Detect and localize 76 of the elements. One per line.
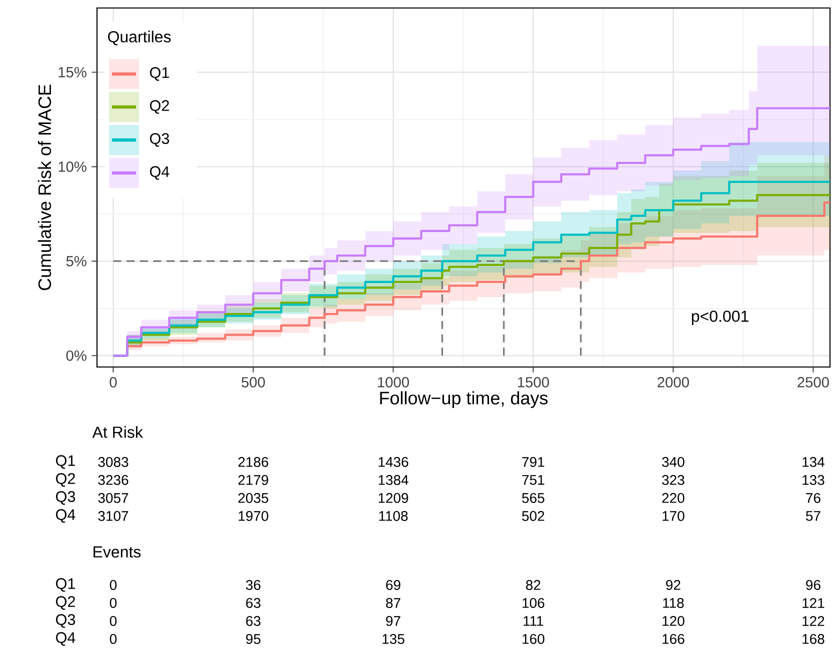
text: 1209 bbox=[378, 493, 408, 503]
text: 36 bbox=[246, 580, 260, 590]
text: 0 bbox=[110, 634, 117, 644]
text: 0 bbox=[110, 616, 117, 626]
legend-title: Quartiles bbox=[108, 30, 171, 46]
text: Q4 bbox=[56, 632, 76, 646]
x-tick-label: 1000 bbox=[378, 377, 409, 388]
text: 63 bbox=[246, 616, 260, 626]
text: 76 bbox=[806, 493, 820, 503]
text: 170 bbox=[662, 511, 684, 521]
text: 82 bbox=[526, 580, 540, 590]
legend-label: Q1 bbox=[150, 67, 169, 81]
x-tick-label: 1500 bbox=[518, 377, 549, 388]
text: 1436 bbox=[378, 457, 408, 467]
text: 791 bbox=[522, 457, 544, 467]
x-tick-label: 500 bbox=[242, 377, 265, 388]
text: 135 bbox=[382, 634, 404, 644]
text: Q1 bbox=[56, 455, 75, 469]
x-tick-label: 2500 bbox=[798, 377, 829, 388]
annotation: p<0.001 bbox=[692, 310, 748, 326]
text: 565 bbox=[522, 493, 544, 503]
text: 3107 bbox=[98, 511, 128, 521]
text: 160 bbox=[522, 634, 544, 644]
text: 166 bbox=[662, 634, 684, 644]
text: Q3 bbox=[56, 614, 76, 628]
text: 122 bbox=[802, 616, 824, 626]
text: 220 bbox=[662, 493, 684, 503]
text: 3236 bbox=[98, 475, 128, 485]
text: 111 bbox=[524, 616, 544, 626]
text: 323 bbox=[662, 475, 684, 485]
text: Q2 bbox=[56, 596, 75, 610]
text: 3057 bbox=[98, 493, 128, 503]
text: 133 bbox=[802, 475, 824, 485]
text: Q4 bbox=[56, 509, 76, 523]
text: 1970 bbox=[238, 511, 268, 521]
text: Q1 bbox=[56, 578, 75, 592]
text: 63 bbox=[246, 598, 260, 608]
text: 87 bbox=[386, 598, 400, 608]
text: 97 bbox=[386, 616, 400, 626]
text: 2035 bbox=[238, 493, 268, 503]
text: 0 bbox=[110, 580, 117, 590]
text: 168 bbox=[802, 634, 824, 644]
text: 106 bbox=[522, 598, 544, 608]
text: 340 bbox=[662, 457, 684, 467]
text: 502 bbox=[522, 511, 544, 521]
legend-label: Q2 bbox=[150, 100, 169, 114]
text: 3083 bbox=[98, 457, 128, 467]
text: 1384 bbox=[378, 475, 408, 485]
text: 751 bbox=[522, 475, 544, 485]
text: 120 bbox=[662, 616, 684, 626]
text: 0 bbox=[110, 598, 117, 608]
text: 96 bbox=[806, 580, 820, 590]
text: 95 bbox=[246, 634, 260, 644]
y-tick-label: 10% bbox=[58, 162, 86, 172]
text: At Risk bbox=[92, 426, 143, 438]
legend-label: Q3 bbox=[150, 133, 170, 147]
x-axis-title: Follow−up time, days bbox=[380, 391, 548, 408]
text: 118 bbox=[663, 598, 684, 608]
text: Events bbox=[94, 546, 141, 558]
x-tick-label: 0 bbox=[110, 377, 117, 388]
text: 1108 bbox=[379, 511, 408, 521]
text: Q2 bbox=[56, 473, 75, 487]
text: 2179 bbox=[238, 475, 268, 485]
y-axis-title: Cumulative Risk of MACE bbox=[38, 84, 52, 290]
legend-label: Q4 bbox=[150, 166, 170, 180]
x-tick-label: 2000 bbox=[658, 377, 689, 388]
text: 2186 bbox=[238, 457, 268, 467]
text: 121 bbox=[802, 598, 824, 608]
y-tick-label: 15% bbox=[58, 67, 86, 78]
text: 69 bbox=[386, 580, 400, 590]
y-tick-label: 5% bbox=[66, 256, 86, 266]
text: 92 bbox=[666, 580, 680, 590]
y-tick-label: 0% bbox=[66, 350, 86, 361]
text: 134 bbox=[802, 457, 824, 467]
text: Q3 bbox=[56, 491, 76, 505]
text: 57 bbox=[806, 511, 820, 521]
